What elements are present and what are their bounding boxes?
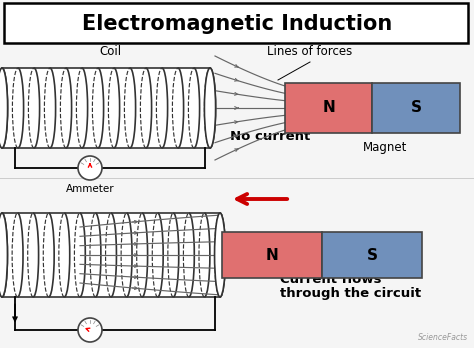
Text: ScienceFacts: ScienceFacts <box>418 333 468 342</box>
Bar <box>373 83 460 133</box>
Text: Ammeter: Ammeter <box>66 184 114 194</box>
Bar <box>322 232 422 278</box>
Bar <box>222 232 322 278</box>
Text: Coil: Coil <box>99 45 121 58</box>
Text: S: S <box>366 247 377 262</box>
Text: Electromagnetic Induction: Electromagnetic Induction <box>82 14 392 34</box>
Text: Lines of forces: Lines of forces <box>267 45 353 58</box>
Ellipse shape <box>215 213 226 297</box>
Circle shape <box>78 318 102 342</box>
Text: No current: No current <box>230 130 310 143</box>
Text: Magnet: Magnet <box>363 141 407 154</box>
Bar <box>2 68 210 148</box>
Ellipse shape <box>0 68 8 148</box>
Text: N: N <box>322 101 335 116</box>
Bar <box>285 83 373 133</box>
Text: through the circuit: through the circuit <box>280 287 421 300</box>
Circle shape <box>78 156 102 180</box>
Text: S: S <box>411 101 422 116</box>
Bar <box>2 213 220 297</box>
FancyBboxPatch shape <box>4 3 468 43</box>
Text: Current flows: Current flows <box>280 273 382 286</box>
Ellipse shape <box>204 68 216 148</box>
Text: N: N <box>265 247 278 262</box>
Ellipse shape <box>0 213 8 297</box>
